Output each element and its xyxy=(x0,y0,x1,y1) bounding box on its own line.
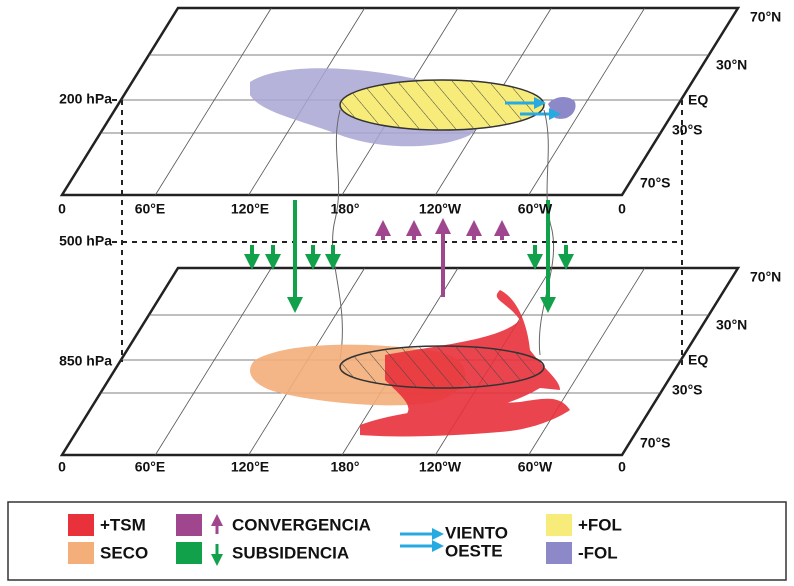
longitude-label: 120°E xyxy=(231,459,269,475)
legend-label: OESTE xyxy=(445,541,503,560)
longitude-label: 60°E xyxy=(135,459,166,475)
level-label: 500 hPa xyxy=(59,233,112,249)
column-outline xyxy=(332,109,555,361)
longitude-label: 180° xyxy=(331,201,360,217)
grid-line xyxy=(154,7,272,196)
level-line xyxy=(112,99,683,368)
longitude-label: 0 xyxy=(618,201,626,217)
longitude-label: 120°E xyxy=(231,201,269,217)
longitude-label: 60°W xyxy=(518,201,553,217)
longitude-label: 0 xyxy=(618,459,626,475)
legend-label: +FOL xyxy=(578,515,622,534)
labels: 200 hPa 500 hPa 850 hPa 70°N 30°N EQ 30°S 70… xyxy=(58,9,781,475)
latitude-label: 70°N xyxy=(750,269,781,285)
grid-line xyxy=(154,267,272,456)
latitude-label: 70°S xyxy=(640,435,671,451)
subsidence-arrows xyxy=(244,200,574,313)
hatch xyxy=(340,80,544,130)
longitude-label: 60°E xyxy=(135,201,166,217)
latitude-label: 30°S xyxy=(672,382,703,398)
latitude-label: 70°S xyxy=(640,175,671,191)
level-label: 200 hPa xyxy=(59,91,112,107)
longitude-label: 180° xyxy=(331,459,360,475)
longitude-label: 60°W xyxy=(518,459,553,475)
longitude-label: 0 xyxy=(58,201,66,217)
longitude-label: 120°W xyxy=(419,201,462,217)
latitude-label: 30°S xyxy=(672,122,703,138)
legend-label: -FOL xyxy=(578,543,618,562)
legend-label: SUBSIDENCIA xyxy=(232,543,349,562)
longitude-label: 120°W xyxy=(419,459,462,475)
hatch xyxy=(340,346,544,388)
legend: +TSM SECO CONVERGENCIA SUBSIDENCIA VIENT… xyxy=(7,501,787,581)
legend-label: CONVERGENCIA xyxy=(232,515,371,534)
level-label: 850 hPa xyxy=(59,353,112,369)
latitude-label: 30°N xyxy=(716,57,747,73)
legend-label: VIENTO xyxy=(445,523,508,542)
legend-label: SECO xyxy=(100,543,148,562)
convergence-arrows xyxy=(375,218,510,297)
latitude-label: EQ xyxy=(688,352,708,368)
latitude-label: 30°N xyxy=(716,317,747,333)
legend-label: +TSM xyxy=(100,515,146,534)
grid-line xyxy=(528,267,646,456)
latitude-label: 70°N xyxy=(750,9,781,25)
latitude-label: EQ xyxy=(688,92,708,108)
longitude-label: 0 xyxy=(58,459,66,475)
